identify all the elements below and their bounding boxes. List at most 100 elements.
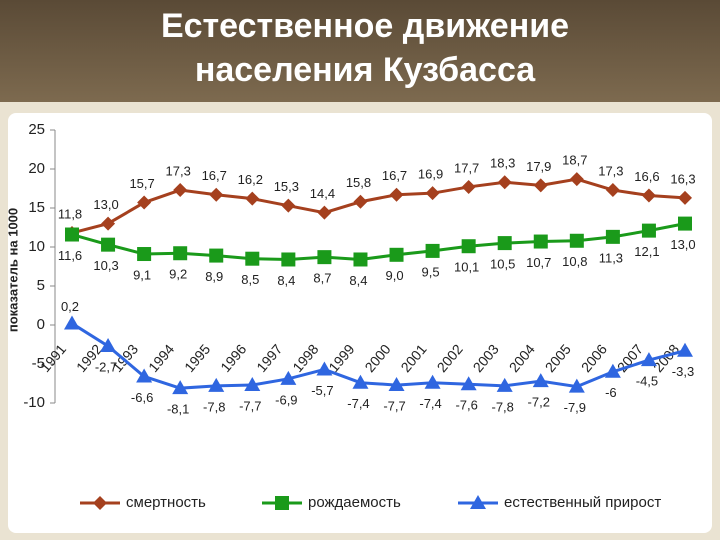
data-point	[569, 233, 584, 248]
y-tick-label: 20	[28, 160, 45, 177]
data-point	[677, 342, 693, 357]
y-tick-label: 25	[28, 121, 45, 138]
x-tick-label: 1994	[145, 341, 177, 375]
data-label: 11,6	[58, 248, 82, 263]
data-label: -7,8	[203, 399, 225, 414]
data-label: 17,9	[526, 159, 551, 174]
title-band	[0, 0, 720, 102]
y-tick-label: -10	[23, 394, 45, 411]
data-label: -7,2	[528, 395, 550, 410]
y-tick-label: 0	[37, 316, 45, 333]
data-label: 13,0	[670, 237, 695, 252]
data-label: 9,2	[169, 267, 187, 282]
data-point	[317, 205, 332, 220]
data-point	[281, 198, 296, 213]
x-tick-label: 2006	[578, 341, 610, 375]
x-tick-label: 2001	[397, 341, 429, 375]
data-label: 15,3	[274, 179, 299, 194]
data-label: 13,0	[93, 197, 118, 212]
x-tick-label: 1995	[181, 341, 213, 375]
data-label: 9,1	[133, 267, 151, 282]
data-label: -4,5	[636, 374, 658, 389]
data-label: 17,7	[454, 160, 479, 175]
data-point	[137, 195, 152, 210]
data-point	[172, 380, 189, 395]
x-tick-label: 1991	[37, 341, 69, 375]
data-point	[569, 172, 584, 187]
data-label: 8,9	[205, 269, 223, 284]
data-point	[101, 237, 116, 252]
data-label: -7,7	[239, 398, 261, 413]
data-label: -6	[605, 385, 617, 400]
data-point	[245, 251, 260, 266]
data-point	[280, 370, 297, 385]
data-label: -8,1	[167, 402, 189, 417]
data-point	[604, 363, 621, 378]
data-label: 15,8	[346, 175, 371, 190]
data-point	[424, 374, 441, 389]
data-label: -2,7	[95, 359, 117, 374]
series-line	[71, 322, 686, 390]
y-tick-label: 15	[28, 199, 45, 216]
data-point	[568, 378, 585, 393]
legend-label: естественный прирост	[504, 494, 661, 511]
data-label: 16,6	[634, 169, 659, 184]
x-tick-label: 2005	[542, 341, 574, 375]
data-point	[173, 183, 188, 198]
data-label: 17,3	[166, 163, 191, 178]
data-label: -5,7	[311, 383, 333, 398]
data-label: 10,8	[562, 254, 587, 269]
data-point	[137, 247, 152, 262]
data-point	[640, 352, 657, 367]
data-label: 18,3	[490, 156, 515, 171]
data-label: 10,3	[93, 258, 118, 273]
data-point	[317, 250, 332, 265]
data-label: -6,9	[275, 392, 297, 407]
data-label: 9,0	[385, 268, 403, 283]
data-point	[101, 216, 116, 231]
data-label: 18,7	[562, 153, 587, 168]
data-label: 11,3	[599, 250, 623, 265]
data-label: -7,8	[492, 399, 514, 414]
data-label: 10,7	[526, 255, 551, 270]
y-tick-label: -5	[32, 355, 45, 372]
x-tick-label: 2000	[361, 341, 393, 375]
data-point	[316, 361, 333, 376]
data-point	[605, 183, 620, 198]
x-tick-label: 2004	[506, 341, 538, 375]
data-point	[497, 236, 512, 251]
data-point	[100, 338, 117, 353]
data-label: 8,4	[277, 273, 295, 288]
data-label: 10,5	[490, 257, 515, 272]
data-point	[461, 239, 476, 254]
data-label: -7,6	[455, 398, 477, 413]
data-point	[93, 496, 107, 510]
data-point	[208, 377, 225, 392]
x-tick-label: 1997	[253, 341, 285, 375]
data-label: 12,1	[634, 244, 659, 259]
data-point	[641, 188, 656, 203]
data-label: 8,7	[313, 271, 331, 286]
data-label: 11,8	[58, 206, 82, 221]
data-point	[275, 496, 289, 510]
chart-title: Естественное движение населения Кузбасса	[160, 7, 570, 89]
data-point	[136, 368, 153, 383]
data-label: 14,4	[310, 186, 335, 201]
data-point	[353, 252, 368, 267]
data-point	[533, 178, 548, 193]
data-label: 16,9	[418, 167, 443, 182]
data-point	[460, 376, 477, 391]
data-label: 16,2	[238, 172, 263, 187]
data-point	[678, 190, 692, 205]
x-tick-label: 2003	[470, 341, 502, 375]
data-point	[470, 495, 486, 509]
legend-label: смертность	[126, 494, 206, 511]
x-tick-label: 2002	[433, 341, 465, 375]
data-label: 10,1	[454, 260, 479, 275]
data-label: 8,5	[241, 272, 259, 287]
data-label: -6,6	[131, 390, 153, 405]
data-label: 16,3	[670, 171, 695, 186]
data-point	[388, 377, 405, 392]
